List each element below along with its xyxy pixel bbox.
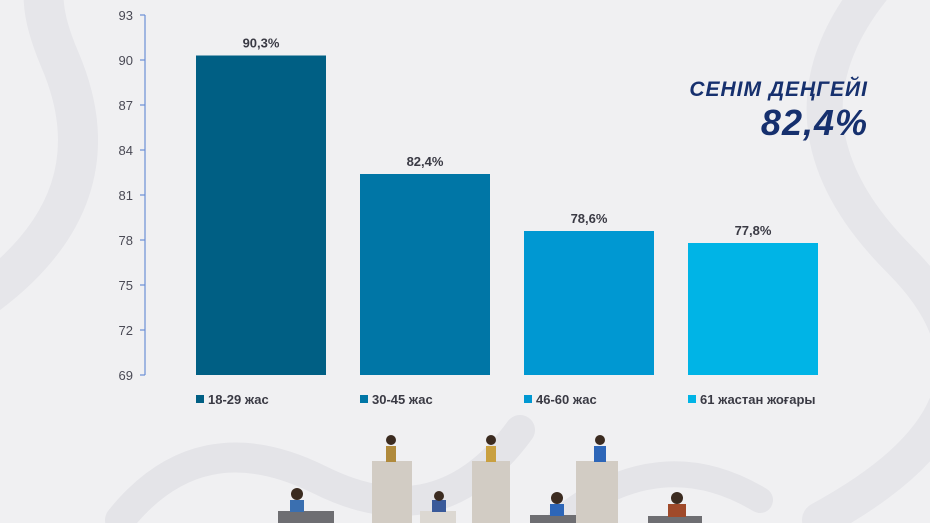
pedestal-3 (420, 491, 456, 523)
y-tick-label: 93 (119, 8, 133, 23)
bar-value-label: 78,6% (571, 211, 608, 226)
headline-value: 82,4% (760, 102, 868, 143)
pedestal-2 (372, 435, 412, 523)
bar-1 (196, 55, 326, 375)
legend-swatch-2 (360, 395, 368, 403)
bar-4 (688, 243, 818, 375)
legend-label: 18-29 жас (208, 392, 269, 407)
pedestal-figures-illustration (278, 435, 702, 523)
bar-3 (524, 231, 654, 375)
y-tick-label: 78 (119, 233, 133, 248)
headline-title: СЕНІМ ДЕҢГЕЙІ (689, 78, 868, 101)
y-tick-label: 90 (119, 53, 133, 68)
y-tick-label: 81 (119, 188, 133, 203)
bar-value-label: 90,3% (243, 36, 280, 51)
legend-label: 30-45 жас (372, 392, 433, 407)
legend-label: 61 жастан жоғары (700, 392, 816, 407)
bar-2 (360, 174, 490, 375)
y-tick-label: 69 (119, 368, 133, 383)
y-tick-label: 87 (119, 98, 133, 113)
pedestal-4 (472, 435, 510, 523)
y-tick-label: 84 (119, 143, 133, 158)
legend-swatch-1 (196, 395, 204, 403)
y-axis: 93 90 87 84 81 78 75 72 69 (119, 8, 146, 383)
pedestal-6 (576, 435, 618, 523)
legend: 18-29 жас 30-45 жас 46-60 жас 61 жастан жоғ… (196, 392, 816, 407)
pedestal-1 (278, 488, 334, 523)
pedestal-7 (648, 492, 702, 523)
y-tick-label: 75 (119, 278, 133, 293)
pedestal-5 (530, 492, 580, 523)
legend-label: 46-60 жас (536, 392, 597, 407)
legend-swatch-3 (524, 395, 532, 403)
bar-value-label: 77,8% (735, 223, 772, 238)
legend-swatch-4 (688, 395, 696, 403)
bars: 90,3% 82,4% 78,6% 77,8% (196, 36, 818, 375)
bar-value-label: 82,4% (407, 154, 444, 169)
y-tick-label: 72 (119, 323, 133, 338)
